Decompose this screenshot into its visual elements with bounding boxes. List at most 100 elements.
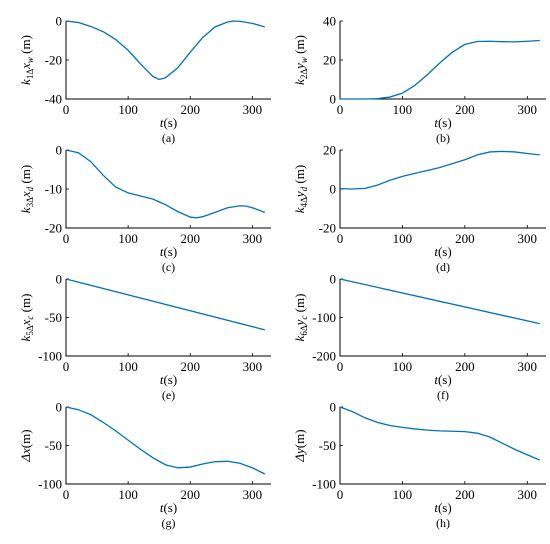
y-tick-label: 0 — [56, 272, 63, 287]
subplot-caption: (h) — [436, 516, 450, 530]
axes-frame — [65, 279, 271, 357]
subplot-e: 0 100 200 300 -100 -50 0 t(s)(e) k5Δxc (m) — [18, 272, 271, 402]
x-tick-label: 300 — [243, 359, 263, 374]
x-tick-label: 200 — [455, 359, 475, 374]
x-tick-label: 300 — [518, 231, 538, 246]
y-tick-label: -20 — [319, 221, 336, 236]
x-tick-label: 0 — [337, 231, 344, 246]
y-axis-label: Δy(m) — [292, 429, 307, 462]
y-axis-label: k6Δyc (m) — [292, 294, 309, 342]
y-axis-label: k5Δxc (m) — [18, 294, 35, 342]
x-tick-label: 100 — [118, 231, 138, 246]
y-tick-label: -100 — [312, 477, 336, 492]
x-tick-label: 200 — [455, 102, 475, 117]
y-tick-label: -100 — [38, 477, 62, 492]
subplot-c: 0 100 200 300 -20 -10 0 t(s)(c) k3Δxd (m) — [18, 143, 271, 274]
y-tick-label: -200 — [312, 349, 336, 364]
x-tick-label: 300 — [518, 102, 538, 117]
axes-frame — [65, 21, 271, 100]
subplot-caption: (g) — [162, 516, 176, 530]
subplot-caption: (d) — [436, 260, 450, 274]
series-line — [65, 149, 266, 219]
subplot-b: 0 100 200 300 0 20 40 t(s)(b) k2Δyw (m) — [292, 14, 546, 145]
y-axis-label: Δx(m) — [18, 429, 33, 462]
x-tick-label: 200 — [180, 231, 200, 246]
x-tick-label: 300 — [243, 231, 263, 246]
y-tick-label: 40 — [323, 14, 336, 29]
y-tick-label: -50 — [45, 310, 62, 325]
y-tick-label: -20 — [45, 53, 62, 68]
x-tick-label: 100 — [393, 359, 413, 374]
x-tick-label: 200 — [180, 359, 200, 374]
subplot-a: 0 100 200 300 -40 -20 0 t(s)(a) k1Δxw (m) — [18, 14, 271, 145]
axes-frame — [339, 150, 546, 229]
y-tick-label: 0 — [330, 400, 337, 415]
x-tick-label: 0 — [63, 231, 70, 246]
subplot-g: 0 100 200 300 -100 -50 0 t(s)(g) Δx(m) — [18, 400, 271, 530]
y-tick-label: 0 — [56, 143, 63, 158]
y-tick-label: 20 — [323, 143, 336, 158]
x-tick-label: 100 — [393, 487, 413, 502]
subplot-caption: (f) — [437, 388, 449, 402]
y-tick-label: -10 — [45, 182, 62, 197]
y-tick-label: -100 — [38, 349, 62, 364]
y-axis-label: k2Δyw (m) — [292, 35, 309, 85]
x-tick-label: 100 — [118, 102, 138, 117]
x-tick-label: 200 — [455, 487, 475, 502]
x-tick-label: 200 — [455, 231, 475, 246]
x-tick-label: 100 — [118, 487, 138, 502]
x-tick-label: 200 — [180, 487, 200, 502]
subplot-caption: (c) — [162, 260, 175, 274]
series-line — [340, 39, 540, 100]
x-tick-label: 300 — [518, 359, 538, 374]
x-tick-label: 100 — [393, 102, 413, 117]
x-tick-label: 300 — [243, 487, 263, 502]
y-tick-label: 0 — [56, 400, 63, 415]
subplot-h: 0 100 200 300 -100 -50 0 t(s)(h) Δy(m) — [292, 400, 546, 530]
x-axis-label: t(s) — [434, 500, 451, 515]
y-axis-label: k4Δyd (m) — [292, 165, 309, 213]
axes-frame — [339, 407, 546, 485]
x-tick-label: 0 — [63, 487, 70, 502]
x-tick-label: 0 — [63, 359, 70, 374]
x-tick-label: 300 — [243, 102, 263, 117]
series-line — [65, 20, 265, 81]
axes-frame — [65, 150, 271, 229]
x-axis-label: t(s) — [160, 372, 177, 387]
y-tick-label: 20 — [323, 53, 336, 68]
series-line — [339, 150, 540, 190]
x-tick-label: 100 — [118, 359, 138, 374]
x-axis-label: t(s) — [160, 500, 177, 515]
x-tick-label: 0 — [337, 359, 344, 374]
y-tick-label: -40 — [45, 92, 62, 107]
subplot-caption: (e) — [162, 388, 175, 402]
x-tick-label: 200 — [180, 102, 200, 117]
x-tick-label: 0 — [63, 102, 70, 117]
y-tick-label: 0 — [330, 92, 337, 107]
y-tick-label: -50 — [45, 438, 62, 453]
x-axis-label: t(s) — [434, 244, 451, 259]
x-tick-label: 0 — [337, 487, 344, 502]
subplot-f: 0 100 200 300 -200 -100 0 t(s)(f) k6Δyc (m) — [292, 272, 546, 402]
series-line — [339, 406, 541, 461]
subplot-caption: (b) — [436, 131, 450, 145]
series-line — [339, 278, 540, 325]
subplot-caption: (a) — [162, 131, 175, 145]
y-tick-label: 0 — [56, 14, 63, 29]
y-axis-label: k3Δxd (m) — [18, 165, 35, 213]
x-tick-label: 0 — [337, 102, 344, 117]
x-axis-label: t(s) — [434, 115, 451, 130]
y-tick-label: 0 — [330, 272, 337, 287]
series-line — [65, 278, 265, 331]
y-tick-label: -100 — [312, 310, 336, 325]
x-axis-label: t(s) — [160, 115, 177, 130]
series-line — [65, 406, 266, 475]
y-tick-label: -20 — [45, 221, 62, 236]
x-tick-label: 300 — [518, 487, 538, 502]
y-tick-label: 0 — [330, 182, 337, 197]
x-tick-label: 100 — [393, 231, 413, 246]
y-tick-label: -50 — [319, 438, 336, 453]
y-axis-label: k1Δxw (m) — [18, 35, 35, 85]
